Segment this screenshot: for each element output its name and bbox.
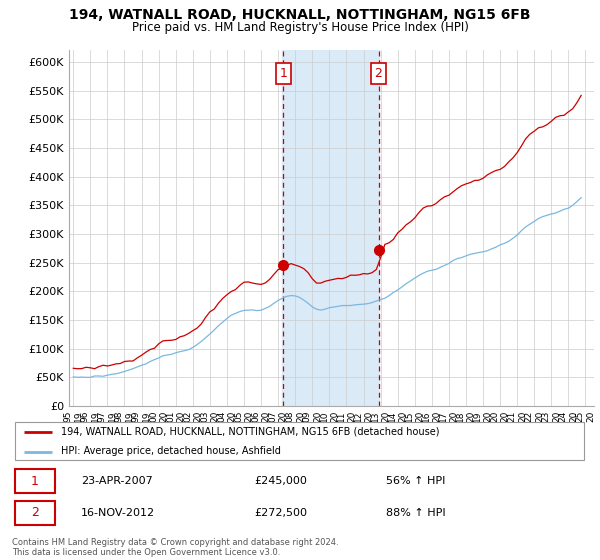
Text: 1: 1 [31,474,39,488]
Text: £272,500: £272,500 [254,508,307,518]
Text: 2: 2 [31,506,39,520]
Text: £245,000: £245,000 [254,476,307,486]
Text: 56% ↑ HPI: 56% ↑ HPI [386,476,446,486]
Text: 88% ↑ HPI: 88% ↑ HPI [386,508,446,518]
Text: Contains HM Land Registry data © Crown copyright and database right 2024.
This d: Contains HM Land Registry data © Crown c… [12,538,338,557]
Text: Price paid vs. HM Land Registry's House Price Index (HPI): Price paid vs. HM Land Registry's House … [131,21,469,34]
Text: 16-NOV-2012: 16-NOV-2012 [81,508,155,518]
Text: 194, WATNALL ROAD, HUCKNALL, NOTTINGHAM, NG15 6FB (detached house): 194, WATNALL ROAD, HUCKNALL, NOTTINGHAM,… [61,427,439,437]
FancyBboxPatch shape [15,422,584,460]
Text: 194, WATNALL ROAD, HUCKNALL, NOTTINGHAM, NG15 6FB: 194, WATNALL ROAD, HUCKNALL, NOTTINGHAM,… [69,8,531,22]
FancyBboxPatch shape [15,469,55,493]
Text: 1: 1 [280,67,287,80]
FancyBboxPatch shape [15,501,55,525]
Text: HPI: Average price, detached house, Ashfield: HPI: Average price, detached house, Ashf… [61,446,281,456]
Text: 2: 2 [374,67,382,80]
Text: 23-APR-2007: 23-APR-2007 [81,476,153,486]
Bar [283,50,379,406]
